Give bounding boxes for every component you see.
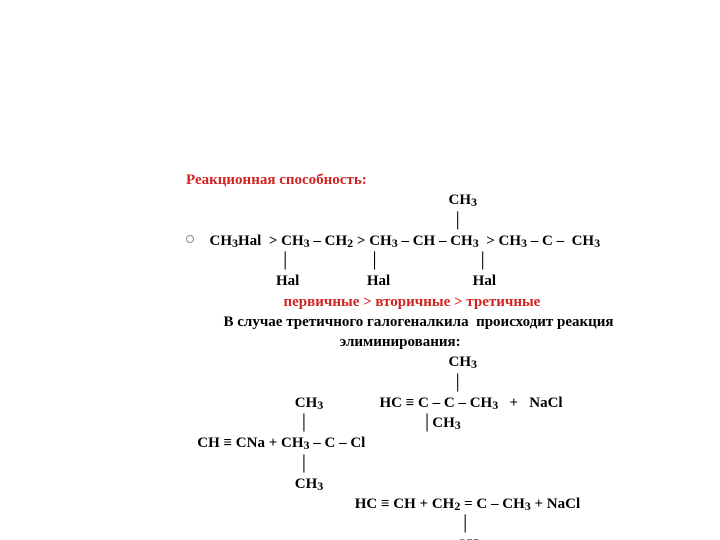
formula-bond-to-ch3: │ [186,211,720,231]
heading: Реакционная способность: [186,170,720,190]
chemistry-slide: Реакционная способность: CH3 │ CH3Hal > … [0,0,720,540]
prod-bond-top: │ [186,373,720,393]
hal-row: Hal Hal Hal [186,271,720,291]
note-line-1: В случае третичного галогеналкила происх… [186,312,720,332]
vertical-bonds-row: │ │ │ [186,251,720,271]
order-line: первичные > вторичные > третичные [186,292,720,312]
product-line-1: CH3 HC ≡ C – C – CH3 + NaCl [186,393,720,413]
prod-ch3-top: CH3 [186,352,720,372]
reactant-line: CH ≡ CNa + CH3 – C – Cl [186,433,720,453]
reactant-bond-down: │ [186,454,720,474]
product2-ch3: CH3 [186,535,720,540]
bullet-icon [186,235,194,243]
formula-line-top-ch3: CH3 [186,190,720,210]
note-line-2: элиминирования: [186,332,720,352]
mid-bonds: │ │CH3 [186,413,720,433]
product2-bond: │ [186,514,720,534]
reactant-ch3-down: CH3 [186,474,720,494]
product-line-2: HC ≡ CH + CH2 = C – CH3 + NaCl [186,494,720,514]
reactivity-series: CH3Hal > CH3 – CH2 > CH3 – CH – CH3 > CH… [186,231,720,251]
